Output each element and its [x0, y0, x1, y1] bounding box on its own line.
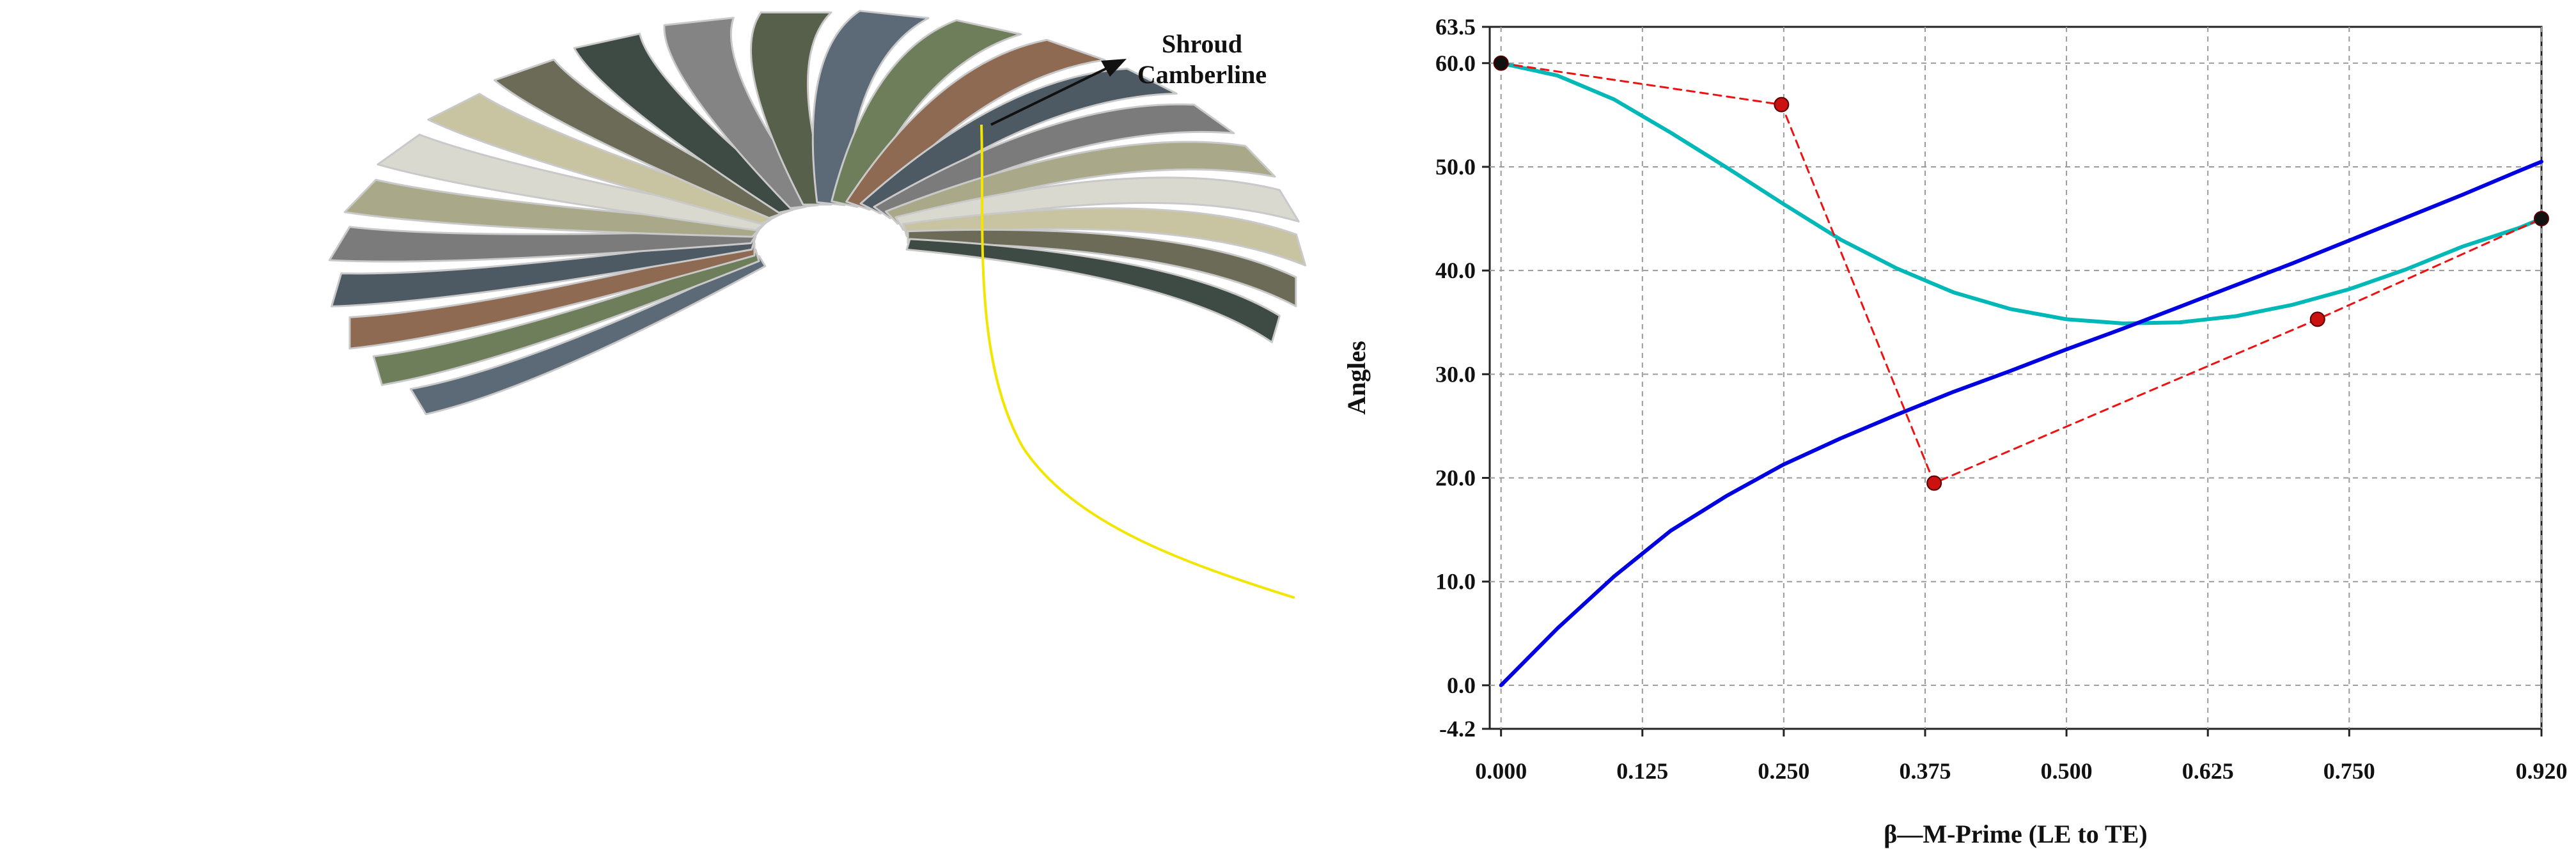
shroud-camberline-annotation: Shroud Camberline [990, 29, 1267, 126]
impeller-blade [894, 176, 1300, 231]
y-tick-label: 10.0 [1435, 569, 1476, 595]
control-point[interactable] [2309, 311, 2325, 327]
control-point[interactable] [2534, 211, 2549, 227]
y-axis-title: Angles [1342, 341, 1371, 415]
annotation-label-line2: Camberline [1137, 60, 1267, 89]
impeller-illustration [328, 10, 1307, 599]
annotation-label-line1: Shroud [1162, 29, 1242, 58]
x-tick-label: 0.750 [2323, 758, 2375, 784]
impeller-blade [377, 134, 774, 231]
y-tick-label: 63.5 [1435, 14, 1476, 40]
y-tick-label: 0.0 [1447, 673, 1476, 698]
annotation-arrow [990, 63, 1116, 126]
impeller-blade [493, 58, 794, 219]
impeller-blade [372, 248, 760, 386]
impeller-blade [902, 207, 1307, 267]
y-tick-label: 50.0 [1435, 154, 1476, 180]
impeller-blade [884, 141, 1276, 225]
impeller-blade [750, 11, 832, 206]
impeller-blade [427, 93, 783, 225]
impeller-blade [343, 178, 766, 238]
plot-area [1488, 26, 2543, 730]
impeller-blade [331, 235, 757, 308]
impeller-blade [873, 103, 1235, 219]
impeller-blade [328, 226, 760, 263]
control-point[interactable] [1926, 475, 1942, 491]
impeller-blade [409, 255, 767, 416]
impeller-blade [663, 17, 819, 209]
y-tick-label: 60.0 [1435, 51, 1476, 76]
x-tick-label: 0.250 [1758, 758, 1809, 784]
impeller-blade [811, 10, 930, 207]
series-line [1499, 61, 2543, 325]
annotation-arrowhead-icon [1101, 59, 1127, 77]
x-axis-title: β—M-Prime (LE to TE) [1884, 820, 2147, 848]
grid-lines [1490, 27, 2542, 729]
impeller-blade [573, 33, 806, 214]
x-tick-label: 0.000 [1475, 758, 1527, 784]
y-tick-label: -4.2 [1439, 716, 1476, 742]
x-tick-label: 0.125 [1616, 758, 1668, 784]
x-axis-ticks: 0.000 0.125 0.250 0.375 0.500 0.625 0.750 0.920 [1475, 729, 2568, 784]
y-tick-label: 20.0 [1435, 465, 1476, 491]
control-point[interactable] [1774, 97, 1790, 113]
impeller-blade [348, 242, 756, 350]
y-axis-ticks: 63.5 60.0 50.0 40.0 30.0 20.0 10.0 0.0 -4.2 [1435, 14, 1490, 742]
series-layer [1493, 55, 2549, 687]
angle-chart: 0.000 0.125 0.250 0.375 0.500 0.625 0.750 0.920… [1342, 14, 2568, 848]
impeller-blade [907, 228, 1297, 308]
series-line [1499, 159, 2543, 687]
impeller-blade [905, 238, 1281, 343]
control-point[interactable] [1493, 55, 1509, 71]
x-tick-label: 0.920 [2516, 758, 2568, 784]
x-tick-label: 0.625 [2182, 758, 2234, 784]
shroud-camberline-curve [980, 124, 1295, 599]
x-tick-label: 0.500 [2041, 758, 2093, 784]
y-tick-label: 40.0 [1435, 258, 1476, 283]
y-tick-label: 30.0 [1435, 361, 1476, 387]
x-tick-label: 0.375 [1899, 758, 1951, 784]
